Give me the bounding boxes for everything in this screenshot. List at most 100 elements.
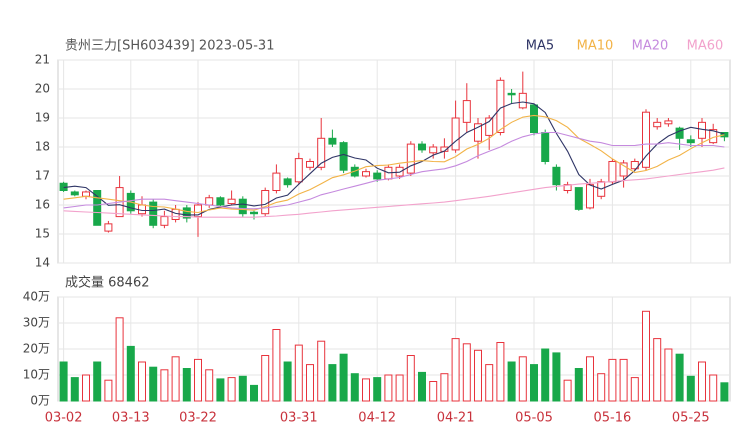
candle-body	[720, 132, 729, 138]
candle-body	[227, 198, 236, 205]
candle-body	[283, 178, 292, 186]
volume-bar	[294, 344, 303, 402]
volume-tick-label: 10万	[23, 368, 50, 382]
candle-body	[82, 191, 90, 197]
volume-bar	[93, 361, 102, 402]
x-tick-label: 03-22	[179, 411, 217, 426]
candle-body	[429, 146, 438, 154]
volume-bar	[261, 355, 270, 402]
volume-bar	[698, 361, 706, 402]
volume-bar	[664, 348, 673, 402]
volume-bar	[429, 381, 438, 402]
volume-bar	[686, 375, 695, 402]
volume-bar	[597, 373, 606, 402]
volume-bar	[586, 356, 594, 402]
ma-line	[63, 167, 725, 218]
volume-bar	[171, 356, 180, 402]
x-tick-label: 03-02	[45, 411, 83, 426]
volume-bar	[563, 379, 572, 402]
candle-body	[406, 143, 415, 174]
candle-body	[93, 190, 102, 226]
candle-body	[574, 187, 583, 210]
volume-bar	[720, 382, 729, 402]
candle-body	[664, 120, 673, 125]
candle-body	[642, 111, 650, 168]
x-tick-label: 04-21	[437, 411, 475, 426]
candle-body	[238, 198, 247, 215]
volume-bar	[395, 374, 404, 402]
volume-bar	[530, 364, 538, 402]
volume-bar	[574, 368, 583, 402]
volume-bar	[138, 361, 146, 402]
volume-bar	[619, 358, 628, 402]
candle-body	[250, 211, 258, 215]
volume-bar	[675, 353, 684, 402]
candle-body	[149, 201, 158, 226]
candle-body	[530, 104, 538, 133]
candle-body	[619, 162, 628, 177]
candle-body	[362, 171, 370, 177]
candle-body	[306, 161, 314, 168]
candle-body	[418, 143, 426, 151]
volume-bar	[227, 377, 236, 402]
volume-tick-label: 40万	[23, 290, 50, 304]
volume-title: 成交量 68462	[65, 275, 150, 291]
y-tick-label: 20	[35, 82, 50, 96]
volume-bar	[653, 338, 662, 402]
chart-title: 贵州三力[SH603439] 2023-05-31	[65, 39, 274, 54]
candle-body	[586, 184, 594, 209]
candle-body	[451, 117, 460, 151]
candle-body	[507, 92, 516, 96]
volume-bar	[642, 310, 650, 402]
legend-label: MA10	[577, 39, 614, 54]
x-tick-label: 05-05	[515, 411, 553, 426]
candle-body	[462, 100, 471, 123]
volume-bar	[608, 358, 617, 402]
ma-line	[63, 131, 725, 210]
volume-bar	[339, 353, 348, 402]
volume-bar	[507, 361, 516, 402]
candle-body	[261, 190, 270, 215]
candle-body	[272, 172, 281, 192]
candle-body	[675, 127, 684, 139]
x-tick-label: 04-12	[358, 411, 396, 426]
candle-body	[339, 142, 348, 171]
volume-bar	[216, 378, 225, 402]
y-tick-label: 21	[35, 53, 50, 67]
volume-bar	[462, 343, 471, 402]
volume-bar	[104, 379, 113, 402]
volume-bar	[126, 345, 135, 402]
candle-body	[328, 137, 337, 145]
volume-bar	[440, 373, 449, 402]
volume-tick-label: 20万	[23, 342, 50, 356]
legend-label: MA20	[632, 39, 669, 54]
volume-bar	[149, 366, 158, 402]
x-tick-label: 03-31	[280, 411, 318, 426]
y-tick-label: 15	[35, 227, 50, 241]
candle-body	[541, 132, 550, 162]
volume-bar	[451, 338, 460, 402]
candle-body	[317, 137, 326, 168]
volume-bar	[496, 342, 505, 402]
volume-tick-label: 0万	[30, 394, 50, 408]
volume-bar	[384, 374, 393, 402]
volume-bar	[709, 374, 718, 402]
candle-body	[653, 121, 662, 128]
candle-body	[182, 207, 191, 219]
candle-body	[205, 197, 214, 206]
legend-label: MA5	[526, 39, 554, 54]
candle-body	[373, 172, 382, 180]
volume-bar	[306, 364, 314, 402]
volume-bar	[406, 355, 415, 402]
volume-tick-label: 30万	[23, 316, 50, 330]
candle-body	[496, 79, 505, 134]
candle-body	[485, 117, 494, 136]
volume-bar	[373, 377, 382, 402]
candle-body	[70, 191, 79, 196]
y-tick-label: 17	[35, 169, 50, 183]
volume-bar	[115, 317, 124, 402]
volume-bar	[82, 374, 90, 402]
legend-label: MA60	[687, 39, 724, 54]
volume-bar	[485, 364, 494, 402]
